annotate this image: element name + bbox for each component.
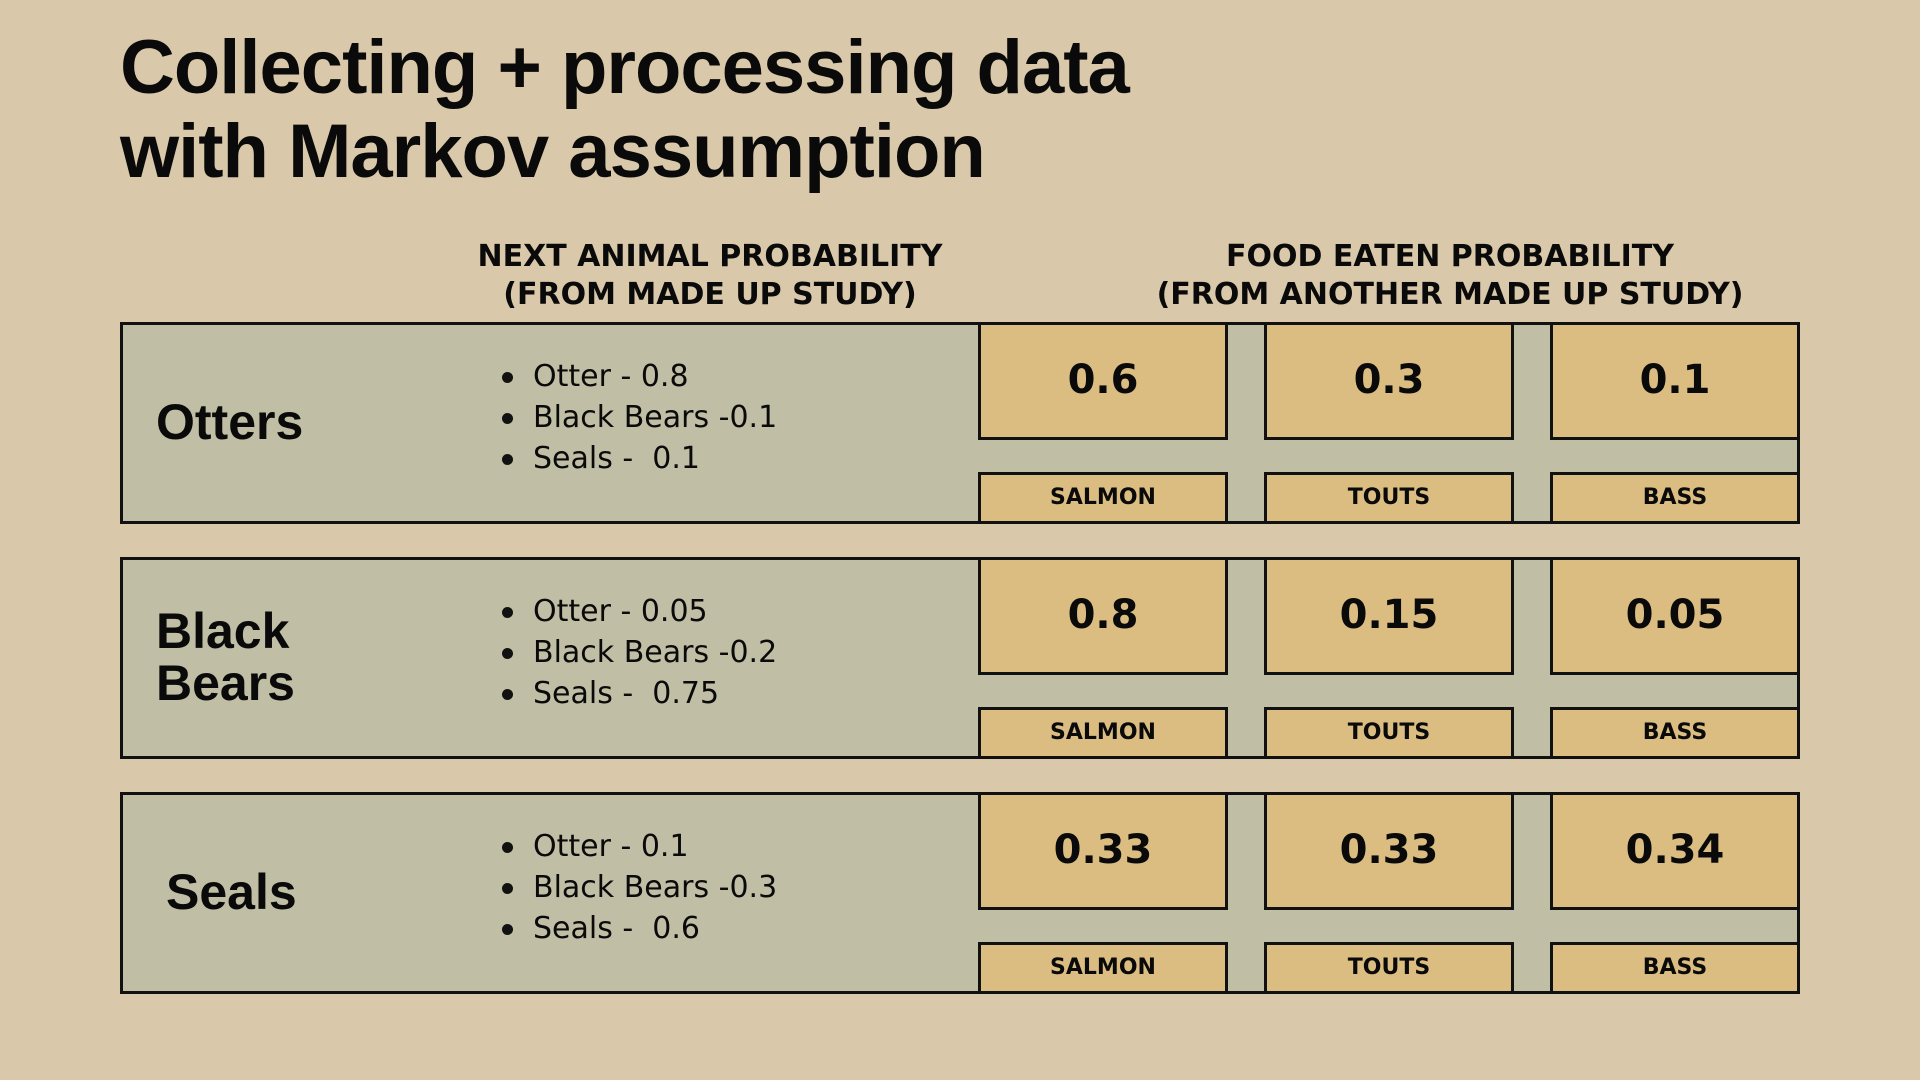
touts-probability: 0.15 <box>1264 557 1514 675</box>
next-animal-header: NEXT ANIMAL PROBABILITY (FROM MADE UP ST… <box>420 238 1000 314</box>
list-item: Black Bears -0.3 <box>500 867 777 908</box>
touts-label: TOUTS <box>1264 707 1514 759</box>
list-item: Otter - 0.1 <box>500 826 777 867</box>
row-panel <box>120 792 1800 994</box>
animal-name-line-1: Seals <box>166 864 297 920</box>
list-item: Black Bears -0.2 <box>500 632 777 673</box>
salmon-probability: 0.8 <box>978 557 1228 675</box>
salmon-probability: 0.33 <box>978 792 1228 910</box>
food-eaten-header-line-1: FOOD EATEN PROBABILITY <box>1226 239 1674 274</box>
salmon-label: SALMON <box>978 707 1228 759</box>
next-animal-list: Otter - 0.1 Black Bears -0.3 Seals - 0.6 <box>500 826 777 949</box>
salmon-label: SALMON <box>978 942 1228 994</box>
touts-probability: 0.3 <box>1264 322 1514 440</box>
animal-row-black-bears: Black Bears Otter - 0.05 Black Bears -0.… <box>120 557 1800 759</box>
animal-name: Seals <box>166 866 297 918</box>
list-item: Otter - 0.05 <box>500 591 777 632</box>
food-eaten-header-line-2: (FROM ANOTHER MADE UP STUDY) <box>1156 277 1744 312</box>
title-line-1: Collecting + processing data <box>120 25 1130 110</box>
row-panel <box>120 557 1800 759</box>
bass-label: BASS <box>1550 472 1800 524</box>
next-animal-list: Otter - 0.05 Black Bears -0.2 Seals - 0.… <box>500 591 777 714</box>
bass-label: BASS <box>1550 942 1800 994</box>
bass-label: BASS <box>1550 707 1800 759</box>
touts-label: TOUTS <box>1264 942 1514 994</box>
title-line-2: with Markov assumption <box>120 109 986 194</box>
animal-name: Otters <box>156 396 303 448</box>
animal-name: Black Bears <box>156 605 295 709</box>
list-item: Black Bears -0.1 <box>500 397 777 438</box>
salmon-label: SALMON <box>978 472 1228 524</box>
animal-name-line-1: Otters <box>156 394 304 450</box>
next-animal-header-line-2: (FROM MADE UP STUDY) <box>503 277 917 312</box>
animal-row-seals: Seals Otter - 0.1 Black Bears -0.3 Seals… <box>120 792 1800 994</box>
next-animal-list: Otter - 0.8 Black Bears -0.1 Seals - 0.1 <box>500 356 777 479</box>
salmon-probability: 0.6 <box>978 322 1228 440</box>
animal-name-line-1: Black <box>156 603 290 659</box>
bass-probability: 0.1 <box>1550 322 1800 440</box>
animal-name-line-2: Bears <box>156 655 295 711</box>
list-item: Otter - 0.8 <box>500 356 777 397</box>
row-panel <box>120 322 1800 524</box>
animal-row-otters: Otters Otter - 0.8 Black Bears -0.1 Seal… <box>120 322 1800 524</box>
list-item: Seals - 0.75 <box>500 673 777 714</box>
page-title: Collecting + processing data with Markov… <box>120 26 1420 194</box>
bass-probability: 0.34 <box>1550 792 1800 910</box>
list-item: Seals - 0.1 <box>500 438 777 479</box>
next-animal-header-line-1: NEXT ANIMAL PROBABILITY <box>477 239 943 274</box>
food-eaten-header: FOOD EATEN PROBABILITY (FROM ANOTHER MAD… <box>1130 238 1770 314</box>
touts-probability: 0.33 <box>1264 792 1514 910</box>
bass-probability: 0.05 <box>1550 557 1800 675</box>
list-item: Seals - 0.6 <box>500 908 777 949</box>
touts-label: TOUTS <box>1264 472 1514 524</box>
